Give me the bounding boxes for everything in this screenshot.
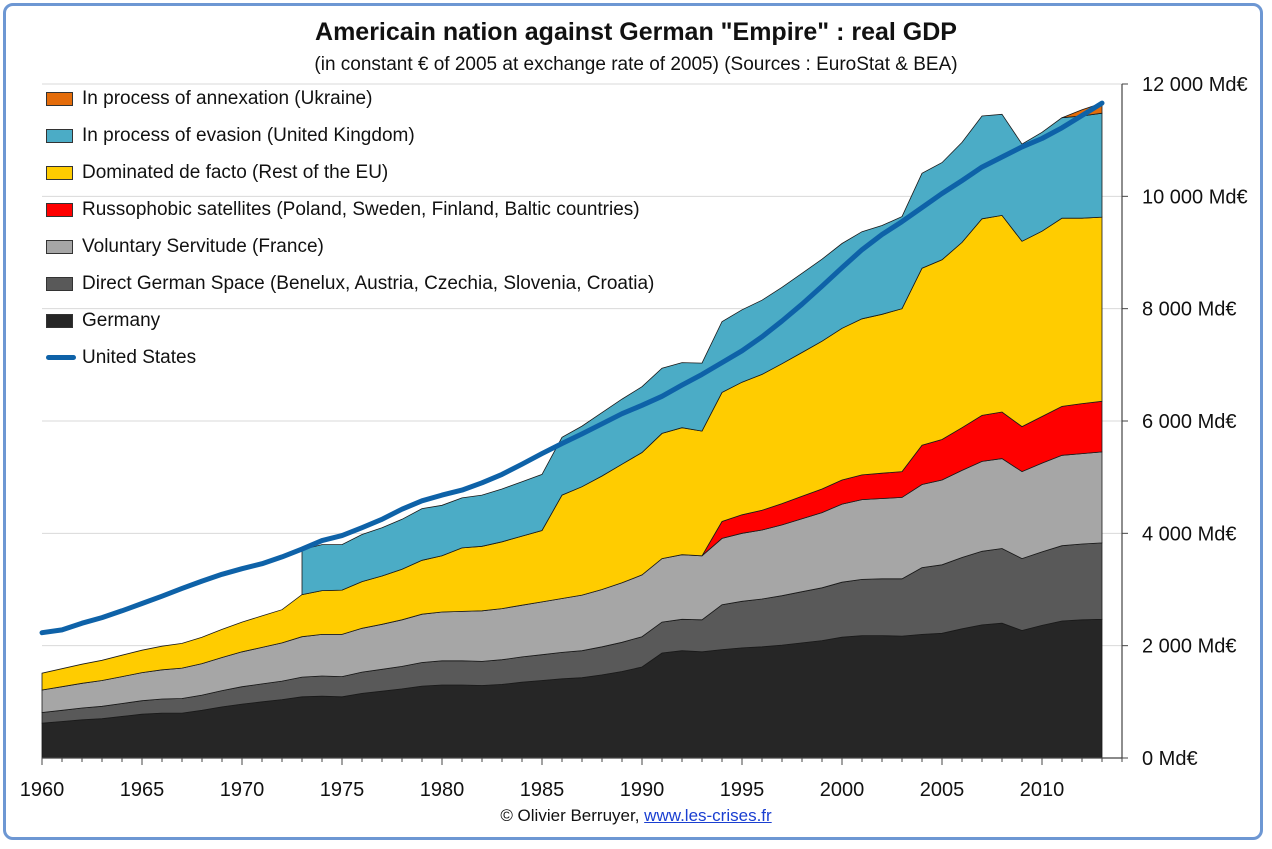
legend-swatch-russophobic bbox=[46, 203, 73, 217]
x-tick-label-2005: 2005 bbox=[920, 779, 965, 801]
x-tick-label-2010: 2010 bbox=[1020, 779, 1065, 801]
x-tick-label-1995: 1995 bbox=[720, 779, 765, 801]
area-uk bbox=[301, 112, 1103, 596]
legend-swatch-direct_german bbox=[46, 277, 73, 291]
x-tick-label-1970: 1970 bbox=[220, 779, 265, 801]
chart-subtitle: (in constant € of 2005 at exchange rate … bbox=[314, 54, 958, 75]
legend-label-france: Voluntary Servitude (France) bbox=[82, 236, 324, 257]
legend-label-germany: Germany bbox=[82, 310, 161, 331]
line-us bbox=[39, 100, 1105, 636]
legend-swatch-rest_eu bbox=[46, 166, 73, 180]
legend-swatch-us bbox=[46, 355, 76, 360]
legend-label-rest_eu: Dominated de facto (Rest of the EU) bbox=[82, 162, 389, 183]
x-tick-label-2000: 2000 bbox=[820, 779, 865, 801]
y-tick-label-6: 12 000 Md€ bbox=[1142, 74, 1248, 96]
legend-label-russophobic: Russophobic satellites (Poland, Sweden, … bbox=[82, 199, 640, 220]
x-tick-label-1990: 1990 bbox=[620, 779, 665, 801]
legend-swatch-france bbox=[46, 240, 73, 254]
y-tick-label-3: 6 000 Md€ bbox=[1142, 411, 1237, 433]
y-tick-label-1: 2 000 Md€ bbox=[1142, 636, 1237, 658]
legend-swatch-ukraine bbox=[46, 92, 73, 106]
x-tick-label-1985: 1985 bbox=[520, 779, 565, 801]
x-tick-label-1965: 1965 bbox=[120, 779, 165, 801]
y-tick-label-4: 8 000 Md€ bbox=[1142, 299, 1237, 321]
y-tick-label-2: 4 000 Md€ bbox=[1142, 523, 1237, 545]
y-tick-label-0: 0 Md€ bbox=[1142, 748, 1198, 770]
legend-label-ukraine: In process of annexation (Ukraine) bbox=[82, 88, 373, 109]
x-tick-label-1960: 1960 bbox=[20, 779, 65, 801]
credit-link[interactable]: www.les-crises.fr bbox=[644, 806, 772, 825]
credit-author: © Olivier Berruyer, bbox=[500, 806, 640, 825]
legend-label-us: United States bbox=[82, 347, 197, 368]
chart-title: Americain nation against German "Empire"… bbox=[315, 18, 957, 46]
legend-label-uk: In process of evasion (United Kingdom) bbox=[82, 125, 415, 146]
legend-swatch-germany bbox=[46, 314, 73, 328]
y-tick-label-5: 10 000 Md€ bbox=[1142, 186, 1248, 208]
x-tick-label-1975: 1975 bbox=[320, 779, 365, 801]
credit-line: © Olivier Berruyer, www.les-crises.fr bbox=[0, 806, 1272, 826]
x-tick-label-1980: 1980 bbox=[420, 779, 465, 801]
legend-label-direct_german: Direct German Space (Benelux, Austria, C… bbox=[82, 273, 655, 294]
legend-swatch-uk bbox=[46, 129, 73, 143]
